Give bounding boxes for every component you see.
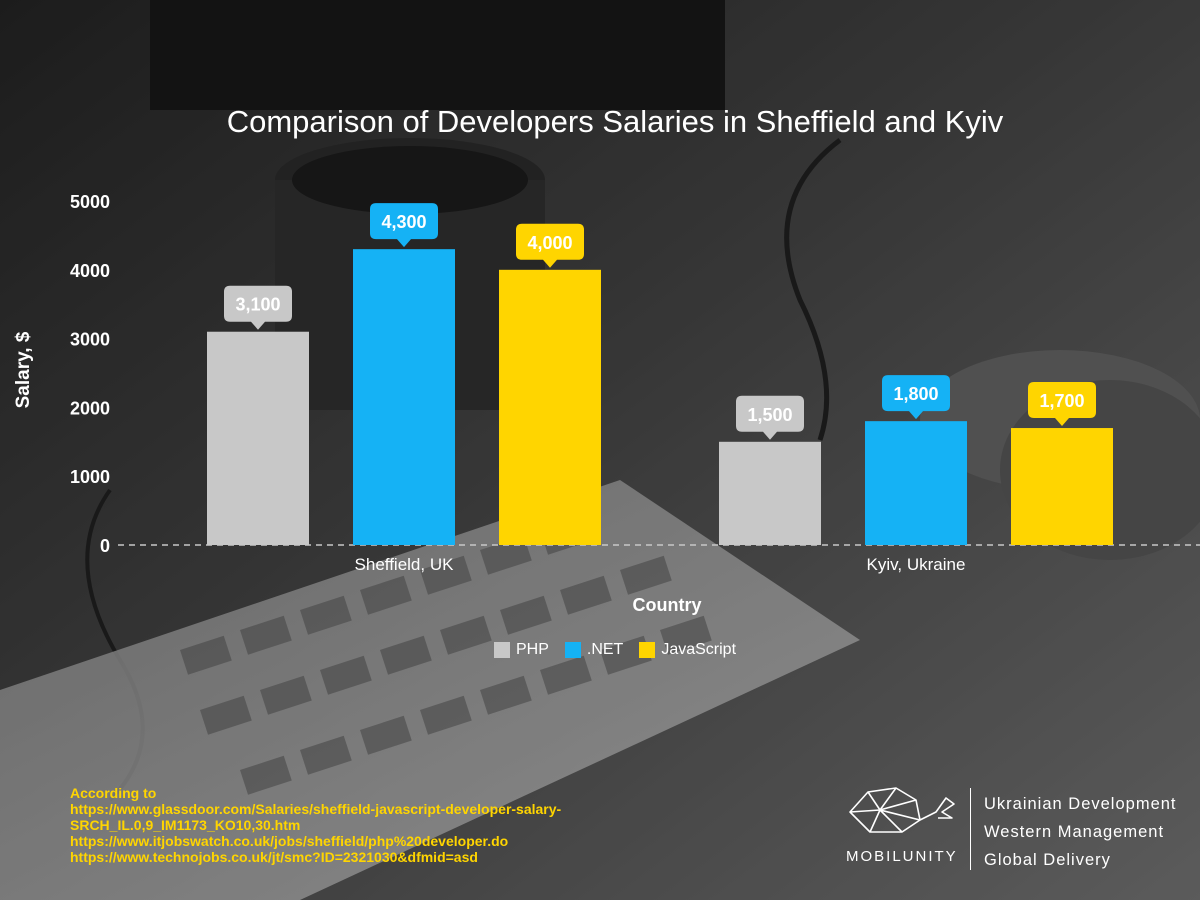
tagline-line: Western Management xyxy=(984,823,1165,841)
legend-swatch-javascript xyxy=(639,642,656,658)
x-tick-label: Kyiv, Ukraine xyxy=(867,555,966,574)
source-link[interactable]: https://www.glassdoor.com/Salaries/sheff… xyxy=(70,801,562,817)
source-link[interactable]: https://www.itjobswatch.co.uk/jobs/sheff… xyxy=(70,833,509,849)
y-tick-label: 4000 xyxy=(70,261,110,281)
data-label: 1,500 xyxy=(747,405,792,425)
bar xyxy=(1011,428,1113,545)
tagline-line: Global Delivery xyxy=(984,851,1111,869)
value-callout xyxy=(736,395,804,440)
legend-swatch-net xyxy=(564,642,581,658)
data-label: 4,300 xyxy=(381,212,426,232)
legend-swatch-php xyxy=(493,642,510,658)
legend-item-net[interactable]: .NET xyxy=(564,641,624,659)
legend-label-javascript: JavaScript xyxy=(661,641,737,658)
value-callout xyxy=(224,285,292,330)
source-citation: According to https://www.glassdoor.com/S… xyxy=(70,785,561,865)
data-label: 1,800 xyxy=(893,384,938,404)
value-callout xyxy=(1028,382,1096,427)
legend-label-net: .NET xyxy=(586,641,624,658)
legend-label-php: PHP xyxy=(515,641,549,658)
source-link[interactable]: SRCH_IL.0,9_IM1173_KO10,30.htm xyxy=(70,817,301,833)
y-tick-label: 3000 xyxy=(70,330,110,350)
bar xyxy=(353,249,455,545)
y-tick-label: 1000 xyxy=(70,467,110,487)
source-link[interactable]: https://www.technojobs.co.uk/jt/smc?ID=2… xyxy=(70,849,478,865)
value-callout xyxy=(370,203,438,248)
legend-item-php[interactable]: PHP xyxy=(493,641,549,659)
y-tick-label: 2000 xyxy=(70,398,110,418)
x-axis-label: Country xyxy=(632,595,702,615)
x-tick-label: Sheffield, UK xyxy=(355,555,455,574)
bar xyxy=(865,421,967,545)
value-callout xyxy=(882,375,950,420)
data-label: 3,100 xyxy=(235,295,280,315)
data-label: 1,700 xyxy=(1039,391,1084,411)
legend-item-javascript[interactable]: JavaScript xyxy=(639,641,736,659)
bar xyxy=(719,441,821,545)
y-axis-label: Salary, $ xyxy=(13,331,34,409)
source-line: According to xyxy=(70,785,157,801)
tagline-line: Ukrainian Development xyxy=(984,795,1177,813)
value-callout xyxy=(516,223,584,268)
y-tick-label: 0 xyxy=(100,536,110,556)
brand-divider xyxy=(970,788,971,870)
bar xyxy=(499,269,601,545)
bar xyxy=(207,331,309,545)
chart-title: Comparison of Developers Salaries in She… xyxy=(226,104,1004,139)
data-label: 4,000 xyxy=(527,233,572,253)
y-tick-label: 5000 xyxy=(70,192,110,212)
brand-name: MOBILUNITY xyxy=(846,848,958,865)
brand-tagline: Ukrainian Development Western Management… xyxy=(984,790,1177,874)
whale-logo-icon xyxy=(849,787,955,833)
legend: PHP .NET JavaScript xyxy=(0,641,1200,659)
brand-block: MOBILUNITY Ukrainian Development Western… xyxy=(840,782,1190,872)
